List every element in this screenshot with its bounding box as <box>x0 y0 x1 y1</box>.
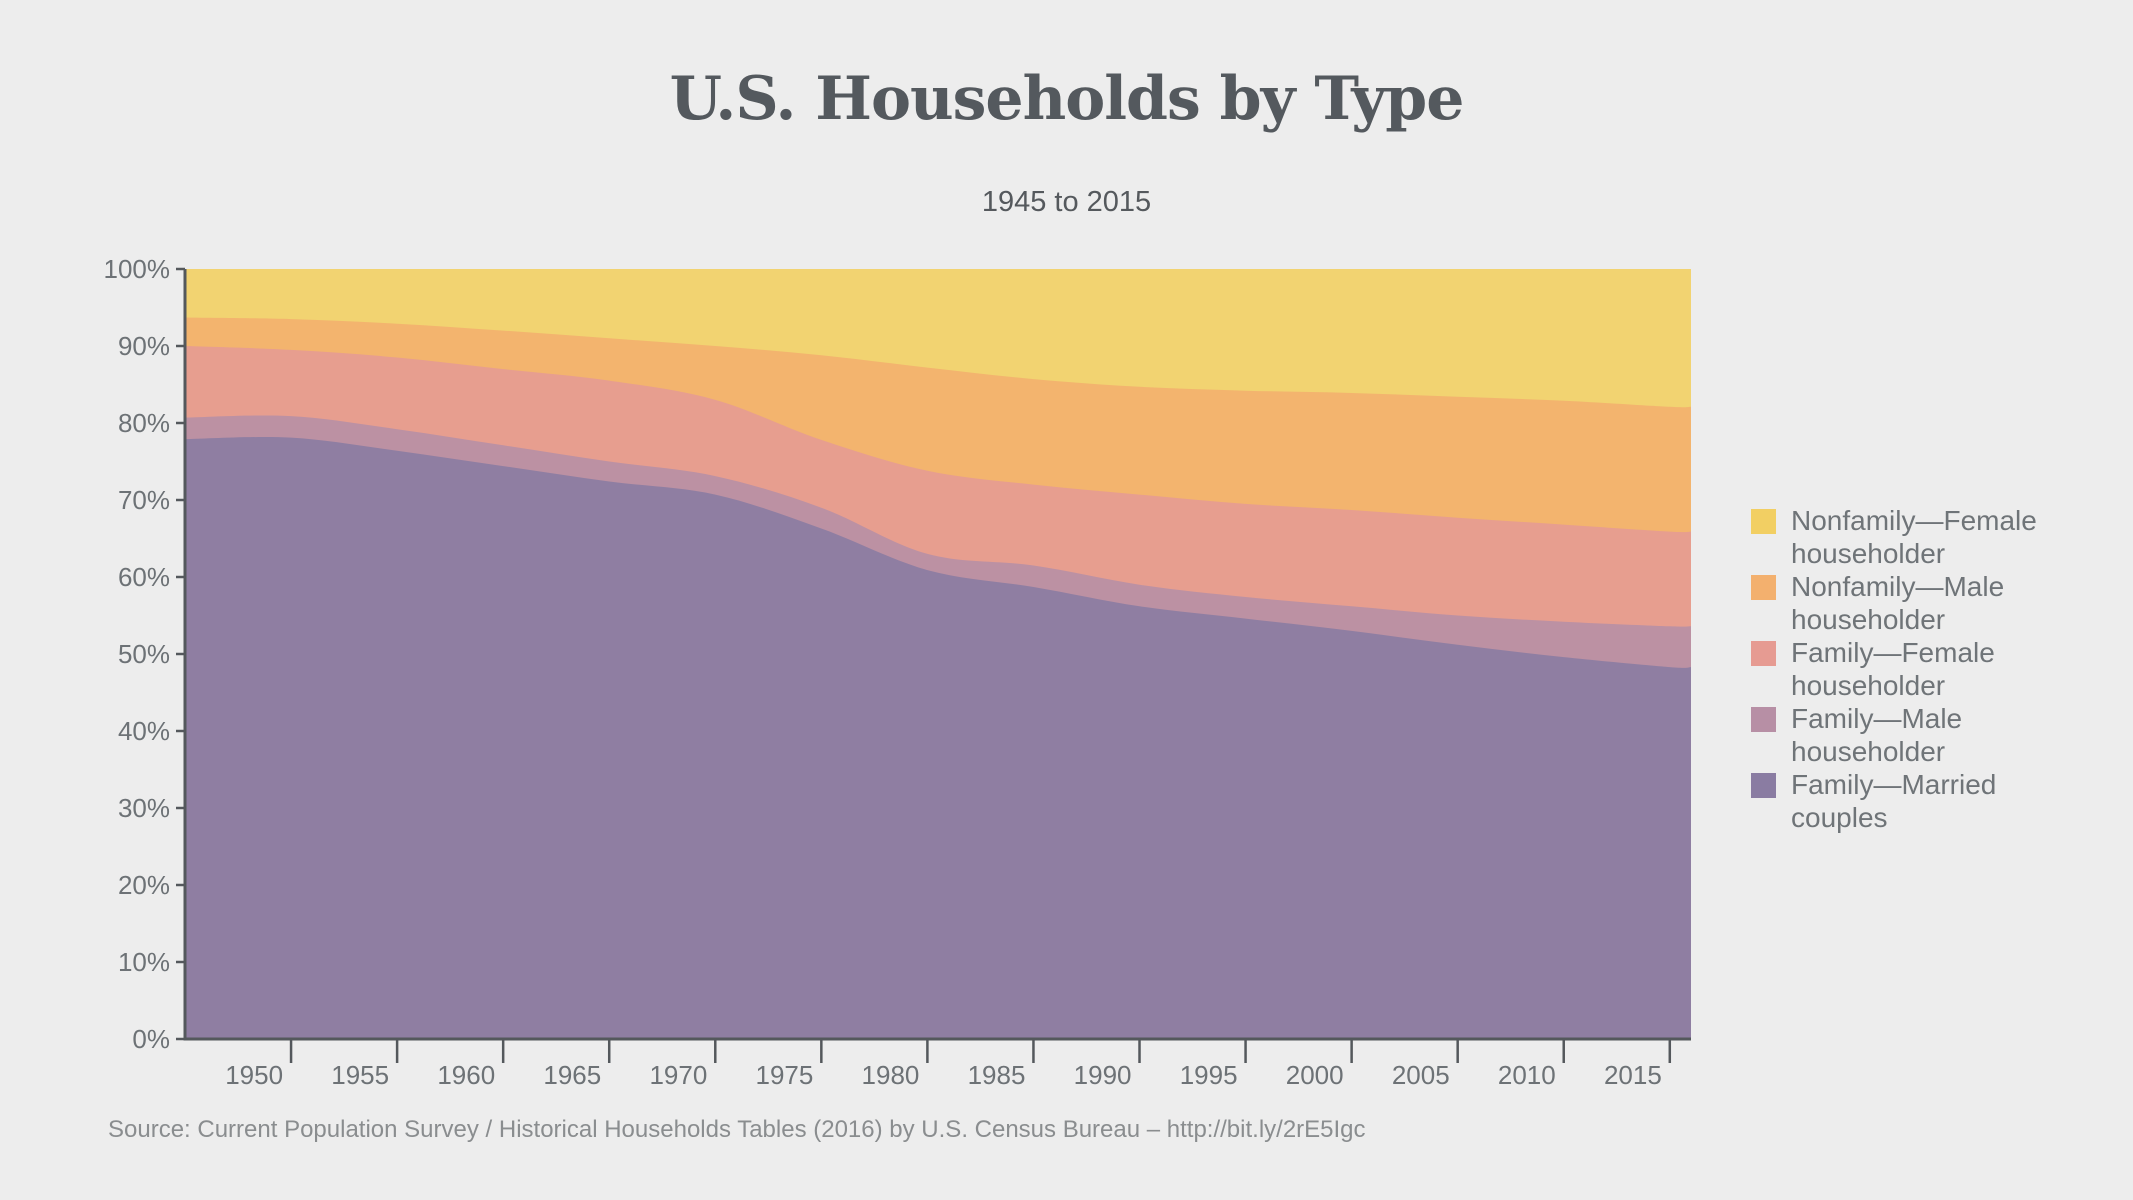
area-family-married-couples <box>185 437 1691 1039</box>
y-tick-label: 40% <box>118 716 170 746</box>
y-tick-label: 0% <box>132 1024 170 1054</box>
x-tick-label: 1975 <box>755 1060 813 1090</box>
legend-swatch-nonfamily-male-householder <box>1751 575 1776 600</box>
y-tick-label: 80% <box>118 408 170 438</box>
legend-label: Nonfamily—Female householder <box>1791 505 2037 569</box>
x-tick-label: 1970 <box>649 1060 707 1090</box>
x-tick-label: 2015 <box>1604 1060 1662 1090</box>
legend-item-family-married-couples: Family—Married couples <box>1751 768 2071 834</box>
y-tick-label: 60% <box>118 562 170 592</box>
y-tick-label: 50% <box>118 639 170 669</box>
x-tick-label: 2005 <box>1392 1060 1450 1090</box>
source-note: Source: Current Population Survey / Hist… <box>108 1116 1366 1143</box>
y-tick-label: 10% <box>118 947 170 977</box>
y-tick-label: 70% <box>118 485 170 515</box>
legend-item-nonfamily-male-householder: Nonfamily—Male householder <box>1751 570 2071 636</box>
legend-swatch-family-male-householder <box>1751 707 1776 732</box>
x-tick-label: 2000 <box>1286 1060 1344 1090</box>
legend-item-family-female-householder: Family—Female householder <box>1751 636 2071 702</box>
legend-label: Family—Married couples <box>1791 769 1997 833</box>
y-tick-label: 100% <box>104 254 171 284</box>
legend-item-nonfamily-female-householder: Nonfamily—Female householder <box>1751 504 2071 570</box>
chart-title: U.S. Households by Type <box>669 64 1465 134</box>
legend-label: Family—Male householder <box>1791 703 1963 767</box>
x-tick-label: 1950 <box>225 1060 283 1090</box>
x-tick-label: 1980 <box>862 1060 920 1090</box>
legend-item-family-male-householder: Family—Male householder <box>1751 702 2071 768</box>
legend-swatch-family-female-householder <box>1751 641 1776 666</box>
x-tick-label: 1985 <box>968 1060 1026 1090</box>
x-axis-ticks: 1950 1955 1960 1965 1970 1975 1980 1985 1990 1995… <box>225 1040 1672 1090</box>
y-tick-label: 90% <box>118 331 170 361</box>
x-tick-label: 1955 <box>331 1060 389 1090</box>
y-axis-ticks: 0% 10% 20% 30% 40% 50% 60% 70% 80% 90% 100% <box>104 254 185 1054</box>
x-tick-label: 1965 <box>543 1060 601 1090</box>
x-tick-label: 1990 <box>1074 1060 1132 1090</box>
y-tick-label: 20% <box>118 870 170 900</box>
chart-subtitle: 1945 to 2015 <box>981 186 1152 218</box>
legend-swatch-family-married-couples <box>1751 773 1776 798</box>
x-tick-label: 1960 <box>437 1060 495 1090</box>
legend: Nonfamily—Female householder Nonfamily—Ma… <box>1751 504 2071 834</box>
x-tick-label: 2010 <box>1498 1060 1556 1090</box>
x-tick-label: 1995 <box>1180 1060 1238 1090</box>
legend-label: Nonfamily—Male householder <box>1791 571 2005 635</box>
legend-swatch-nonfamily-female-householder <box>1751 509 1776 534</box>
y-tick-label: 30% <box>118 793 170 823</box>
legend-label: Family—Female householder <box>1791 637 1995 701</box>
